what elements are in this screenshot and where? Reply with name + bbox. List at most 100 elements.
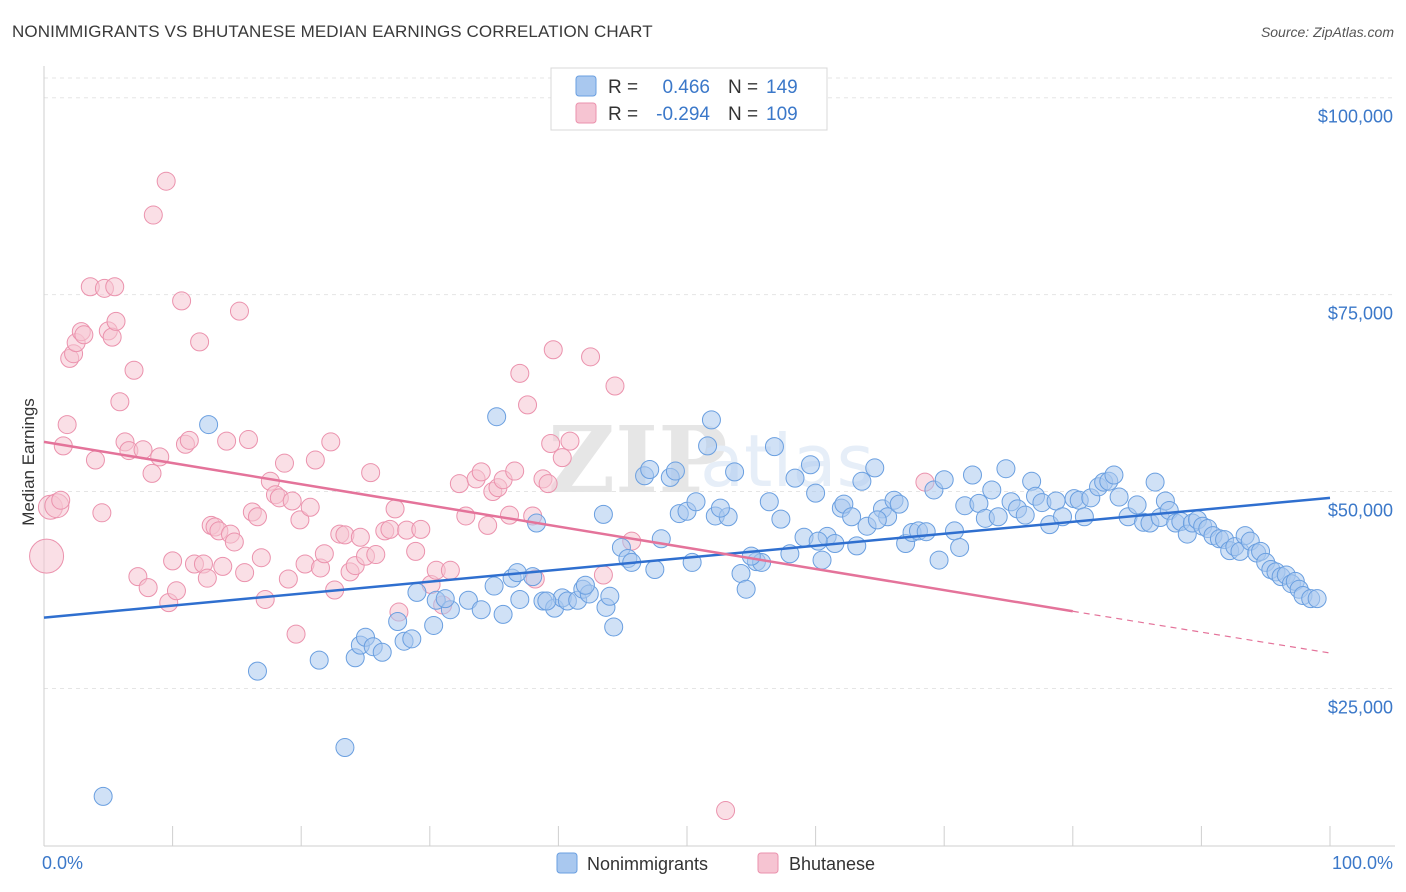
- data-point-bhutanese: [716, 801, 736, 821]
- data-point-bhutanese: [235, 563, 255, 583]
- data-point-bhutanese: [251, 548, 271, 568]
- data-point-bhutanese: [51, 490, 71, 510]
- data-point-bhutanese: [543, 340, 563, 360]
- data-point-bhutanese: [471, 462, 491, 482]
- data-point-bhutanese: [286, 624, 306, 644]
- data-point-nonimmigrants: [701, 410, 721, 430]
- y-tick-label: $25,000: [1328, 697, 1393, 717]
- data-point-nonimmigrants: [1074, 507, 1094, 527]
- data-point-nonimmigrants: [575, 575, 595, 595]
- data-point-bhutanese: [361, 463, 381, 483]
- data-point-nonimmigrants: [916, 522, 936, 542]
- data-point-nonimmigrants: [665, 461, 685, 481]
- data-point-nonimmigrants: [785, 468, 805, 488]
- data-point-nonimmigrants: [1307, 589, 1327, 609]
- data-point-bhutanese: [85, 450, 105, 470]
- data-point-nonimmigrants: [402, 629, 422, 649]
- data-point-nonimmigrants: [493, 604, 513, 624]
- legend-r-label-2: R =: [608, 104, 638, 125]
- data-point-nonimmigrants: [388, 612, 408, 632]
- y-tick-label: $50,000: [1328, 501, 1393, 521]
- data-point-nonimmigrants: [1109, 487, 1129, 507]
- data-point-bhutanese: [197, 568, 217, 588]
- gridlines: [44, 77, 1395, 689]
- data-point-nonimmigrants: [199, 415, 219, 435]
- data-point-nonimmigrants: [806, 483, 826, 503]
- data-point-nonimmigrants: [771, 509, 791, 529]
- y-axis-label: Median Earnings: [19, 398, 38, 526]
- data-point-nonimmigrants: [962, 465, 982, 485]
- data-point-nonimmigrants: [929, 550, 949, 570]
- data-point-bhutanese: [217, 431, 237, 451]
- data-point-bhutanese: [172, 291, 192, 311]
- data-point-bhutanese: [278, 569, 298, 589]
- data-point-bhutanese: [593, 565, 613, 585]
- data-point-bhutanese: [581, 347, 601, 367]
- watermark-atlas: atlas: [700, 419, 874, 503]
- data-point-nonimmigrants: [407, 582, 427, 602]
- data-point-bhutanese: [163, 551, 183, 571]
- data-point-bhutanese: [106, 311, 126, 331]
- data-point-nonimmigrants: [847, 536, 867, 556]
- data-point-bhutanese: [300, 497, 320, 517]
- data-point-bhutanese: [29, 538, 65, 574]
- data-point-bhutanese: [224, 532, 244, 552]
- data-point-bhutanese: [124, 360, 144, 380]
- data-point-nonimmigrants: [640, 459, 660, 479]
- data-point-bhutanese: [406, 541, 426, 561]
- data-point-bhutanese: [102, 327, 122, 347]
- data-point-bhutanese: [247, 507, 267, 527]
- data-point-nonimmigrants: [537, 591, 557, 611]
- legend-n-value-2: 109: [766, 104, 798, 125]
- data-point-nonimmigrants: [982, 480, 1002, 500]
- data-point-bhutanese: [156, 171, 176, 191]
- data-point-bhutanese: [518, 395, 538, 415]
- x-tick-label-start: 0.0%: [42, 853, 83, 873]
- series-nonimmigrants: [93, 407, 1327, 806]
- axes: [43, 66, 1395, 847]
- data-point-bhutanese: [74, 325, 94, 345]
- data-point-nonimmigrants: [1015, 505, 1035, 525]
- series-legend: Nonimmigrants Bhutanese: [556, 852, 875, 874]
- data-point-nonimmigrants: [487, 407, 507, 427]
- data-point-nonimmigrants: [800, 455, 820, 475]
- data-point-bhutanese: [190, 332, 210, 352]
- data-point-nonimmigrants: [808, 531, 828, 551]
- data-point-nonimmigrants: [842, 507, 862, 527]
- legend-r-value-2: -0.294: [656, 104, 710, 125]
- data-point-nonimmigrants: [865, 458, 885, 478]
- data-point-nonimmigrants: [1145, 472, 1165, 492]
- data-point-nonimmigrants: [950, 537, 970, 557]
- data-point-nonimmigrants: [593, 504, 613, 524]
- legend-swatch-bhutanese: [575, 102, 597, 124]
- data-point-bhutanese: [238, 430, 258, 450]
- data-point-nonimmigrants: [698, 436, 718, 456]
- data-point-nonimmigrants: [510, 589, 530, 609]
- data-point-bhutanese: [449, 474, 469, 494]
- data-point-bhutanese: [380, 519, 400, 539]
- data-point-bhutanese: [500, 505, 520, 525]
- data-point-bhutanese: [166, 581, 186, 601]
- data-point-nonimmigrants: [458, 590, 478, 610]
- data-point-nonimmigrants: [731, 563, 751, 583]
- data-point-nonimmigrants: [471, 600, 491, 620]
- data-point-nonimmigrants: [988, 507, 1008, 527]
- series-bhutanese: [29, 171, 935, 821]
- trend-line-bhutanese-extension: [1072, 610, 1331, 654]
- data-point-bhutanese: [92, 503, 112, 523]
- data-point-nonimmigrants: [247, 661, 267, 681]
- data-point-nonimmigrants: [1127, 495, 1147, 515]
- data-point-bhutanese: [321, 432, 341, 452]
- data-point-bhutanese: [138, 578, 158, 598]
- data-point-bhutanese: [505, 461, 525, 481]
- data-point-bhutanese: [350, 527, 370, 547]
- data-point-nonimmigrants: [944, 521, 964, 541]
- stats-legend: R = 0.466 N = 149 R = -0.294 N = 109: [550, 67, 828, 131]
- data-point-bhutanese: [366, 545, 386, 565]
- y-tick-label: $100,000: [1318, 107, 1393, 127]
- legend-n-label-2: N =: [728, 104, 758, 125]
- data-point-nonimmigrants: [934, 470, 954, 490]
- data-point-nonimmigrants: [600, 586, 620, 606]
- data-point-bhutanese: [541, 433, 561, 453]
